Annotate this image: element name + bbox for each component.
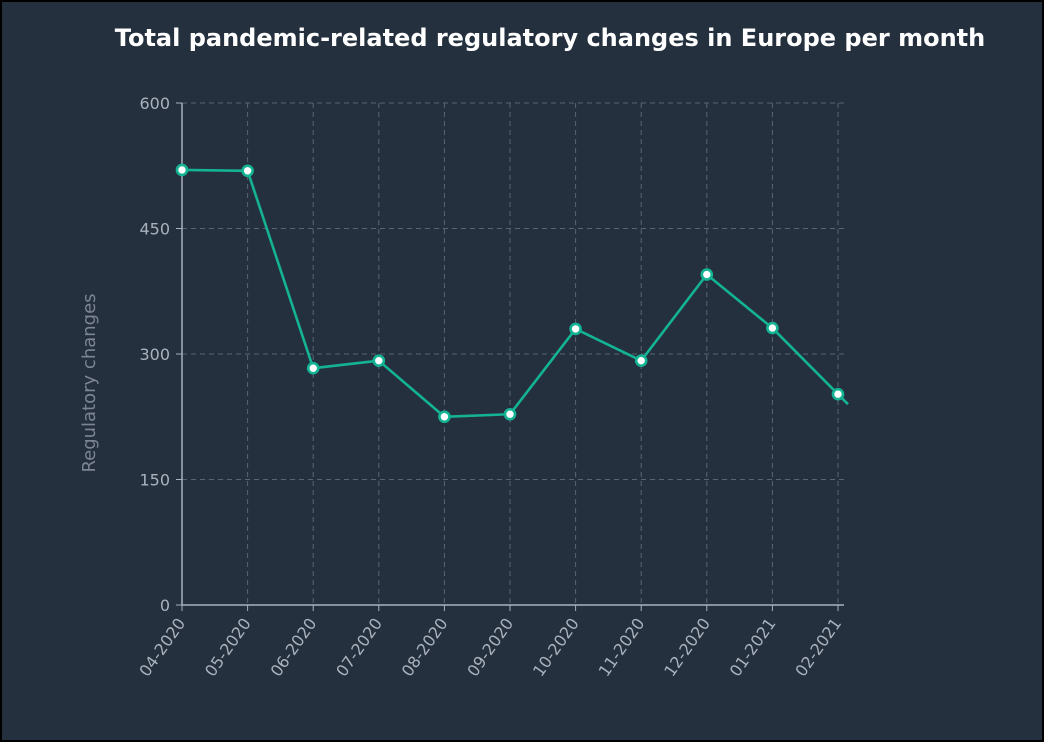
x-tick-label: 07-2020	[332, 614, 386, 680]
y-tick-label: 300	[139, 345, 170, 364]
chart-title: Total pandemic-related regulatory change…	[114, 24, 986, 52]
tick-labels: 0 150 300 450 600 04-2020 05-2020 06-2020 07-202…	[135, 94, 845, 680]
x-tick-label: 08-2020	[398, 614, 452, 680]
x-tick-label: 02-2021	[791, 614, 845, 680]
data-point	[831, 387, 845, 401]
y-tick-label: 450	[139, 220, 170, 239]
data-point	[766, 321, 779, 335]
y-tick-label: 150	[139, 471, 170, 490]
data-point	[503, 407, 517, 421]
data-point	[372, 354, 386, 367]
x-tick-label: 10-2020	[529, 614, 583, 680]
axes	[176, 102, 844, 611]
x-tick-label: 12-2020	[660, 614, 714, 680]
grid-lines	[182, 102, 844, 605]
series-group	[175, 163, 849, 424]
y-tick-label: 600	[139, 94, 170, 113]
y-axis-label: Regulatory changes	[79, 293, 100, 472]
data-point	[306, 361, 320, 375]
y-tick-label: 0	[160, 596, 170, 615]
data-point	[438, 410, 451, 424]
data-point	[700, 268, 714, 281]
data-point	[241, 164, 254, 178]
x-tick-label: 01-2021	[726, 614, 780, 680]
series-line	[181, 168, 849, 419]
x-tick-label: 05-2020	[201, 614, 255, 680]
data-point	[175, 163, 189, 177]
x-tick-label: 11-2020	[595, 614, 649, 680]
x-tick-label: 09-2020	[463, 614, 517, 680]
x-tick-label: 04-2020	[135, 614, 189, 680]
x-tick-label: 06-2020	[267, 614, 321, 680]
data-point	[569, 322, 582, 336]
data-point	[634, 354, 648, 367]
